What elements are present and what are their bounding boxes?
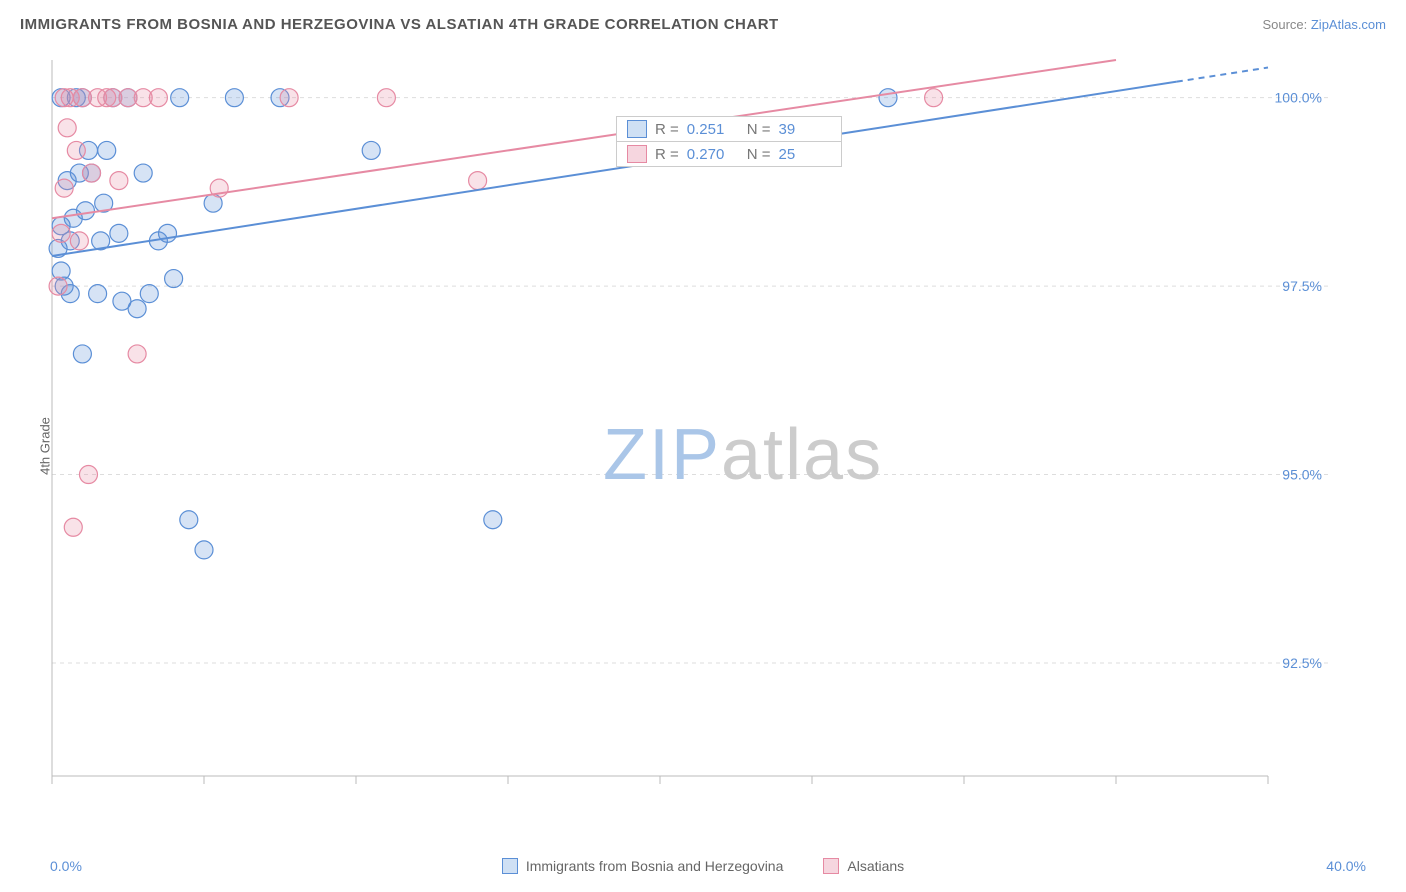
source-link[interactable]: ZipAtlas.com bbox=[1311, 17, 1386, 32]
stats-legend-row: R = 0.270 N = 25 bbox=[616, 141, 842, 167]
svg-text:95.0%: 95.0% bbox=[1282, 467, 1322, 483]
chart-header: IMMIGRANTS FROM BOSNIA AND HERZEGOVINA V… bbox=[0, 0, 1406, 48]
svg-text:92.5%: 92.5% bbox=[1282, 655, 1322, 671]
svg-text:100.0%: 100.0% bbox=[1275, 90, 1322, 106]
legend-label: Alsatians bbox=[847, 858, 904, 874]
legend-swatch bbox=[823, 858, 839, 874]
stats-r-label: R = bbox=[655, 121, 679, 138]
bottom-legend: Immigrants from Bosnia and Herzegovina Al… bbox=[0, 858, 1406, 874]
legend-swatch bbox=[627, 145, 647, 163]
legend-swatch bbox=[627, 120, 647, 138]
svg-text:97.5%: 97.5% bbox=[1282, 278, 1322, 294]
source-prefix: Source: bbox=[1262, 17, 1310, 32]
legend-swatch bbox=[502, 858, 518, 874]
stats-legend: R = 0.251 N = 39 R = 0.270 N = 25 bbox=[616, 116, 842, 166]
scatter-plot-svg: 92.5% 95.0% 97.5% 100.0% bbox=[48, 56, 1328, 816]
bottom-legend-item: Immigrants from Bosnia and Herzegovina bbox=[502, 858, 784, 874]
stats-n-label: N = bbox=[747, 121, 771, 138]
stats-r-value: 0.251 bbox=[687, 121, 739, 138]
stats-legend-row: R = 0.251 N = 39 bbox=[616, 116, 842, 142]
legend-label: Immigrants from Bosnia and Herzegovina bbox=[526, 858, 784, 874]
chart-title: IMMIGRANTS FROM BOSNIA AND HERZEGOVINA V… bbox=[20, 16, 779, 33]
stats-n-label: N = bbox=[747, 146, 771, 163]
stats-r-value: 0.270 bbox=[687, 146, 739, 163]
stats-n-value: 25 bbox=[779, 146, 831, 163]
stats-n-value: 39 bbox=[779, 121, 831, 138]
stats-r-label: R = bbox=[655, 146, 679, 163]
plot-area: 92.5%95.0%97.5%100.0% ZIPatlas R =0.251N… bbox=[48, 56, 1328, 816]
chart-source: Source: ZipAtlas.com bbox=[1262, 17, 1386, 32]
bottom-legend-item: Alsatians bbox=[823, 858, 904, 874]
